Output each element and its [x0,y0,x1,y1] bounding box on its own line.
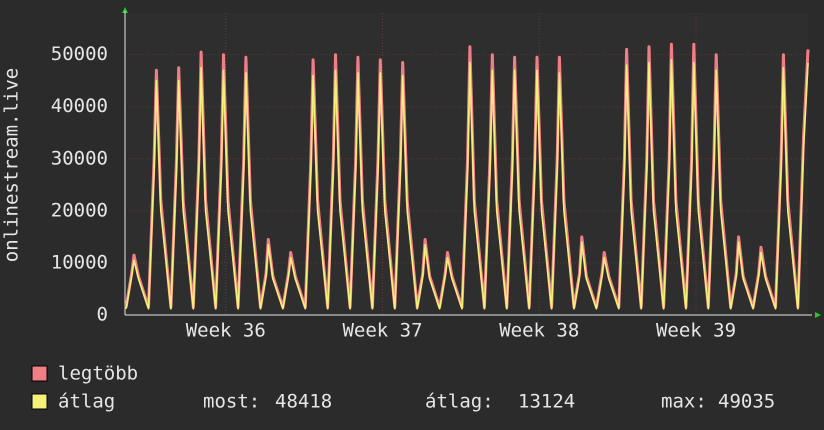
stat-label: max: [661,391,707,413]
series-line [125,58,809,310]
legend-label: átlag [58,391,115,413]
legend-label: legtöbb [58,363,138,385]
x-tick-label: Week 38 [499,320,579,342]
y-tick-label: 40000 [51,95,108,117]
y-tick-label: 0 [97,304,108,326]
legend-swatch [31,393,48,410]
stat-label: átlag: [425,391,494,413]
x-axis-arrow [815,312,821,318]
x-tick-label: Week 39 [656,320,736,342]
x-tick-label: Week 36 [186,320,266,342]
stat-value: 13124 [518,391,575,413]
legend-swatch [31,365,48,382]
y-tick-label: 10000 [51,251,108,273]
x-tick-label: Week 37 [342,320,422,342]
stat-value: 49035 [718,391,775,413]
stat-value: 48418 [275,391,332,413]
y-tick-label: 30000 [51,147,108,169]
y-axis-arrow [122,7,128,13]
stat-label: most: [203,391,260,413]
y-axis-title: onlinestream.live [1,68,23,262]
y-tick-label: 50000 [51,43,108,65]
y-tick-label: 20000 [51,199,108,221]
